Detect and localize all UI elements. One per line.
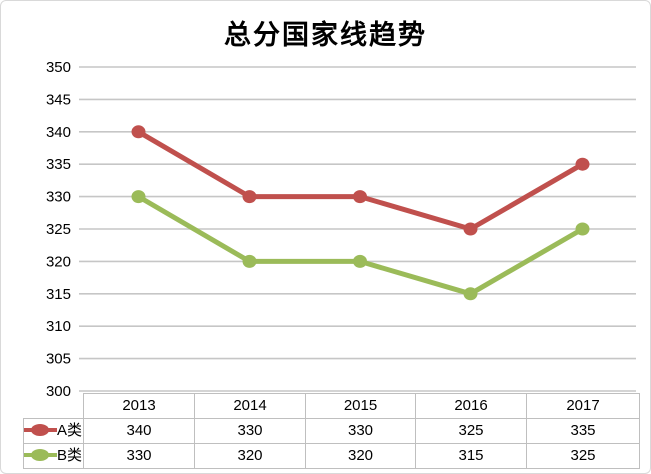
table-header-row: 2013 2014 2015 2016 2017: [24, 393, 640, 419]
legend-key-icon: [24, 448, 57, 462]
year-header-cell: 2014: [194, 393, 306, 419]
table-row-B类: B类 330 320 320 315 325: [23, 443, 640, 470]
series-name-cell: B类: [23, 443, 84, 470]
y-axis-tick-label: 340: [46, 124, 71, 141]
data-point-marker-B类: [575, 222, 590, 236]
year-header-cell: 2017: [526, 393, 640, 419]
data-point-marker-B类: [353, 254, 367, 268]
value-cell-B类: 315: [415, 443, 527, 470]
value-cell-A类: 330: [305, 417, 416, 445]
y-axis-tick-label: 310: [46, 318, 71, 335]
data-point-marker-A类: [353, 190, 367, 204]
plot-area: 350 345 340 335 330 325 320 315 310 305 300: [46, 59, 636, 400]
data-point-marker-A类: [463, 222, 478, 236]
series-line-B类: [136, 194, 585, 297]
chart-title: 总分国家线趋势: [224, 20, 427, 50]
legend-dot-icon: [31, 424, 49, 437]
value-cell-B类: 320: [194, 443, 306, 470]
data-point-marker-A类: [575, 157, 590, 171]
y-axis-tick-label: 330: [46, 189, 71, 206]
legend-key-icon: [24, 423, 57, 437]
year-header-cell: 2016: [415, 393, 527, 419]
series-name-label: B类: [57, 447, 83, 465]
legend-dot-icon: [31, 449, 49, 462]
y-axis-tick-label: 300: [46, 383, 71, 400]
value-cell-A类: 340: [83, 417, 195, 445]
y-axis-tick-label: 345: [46, 91, 71, 108]
data-point-marker-B类: [242, 254, 257, 268]
series-name-label: A类: [57, 422, 83, 440]
value-cell-A类: 325: [415, 417, 527, 445]
series-name-cell: A类: [23, 417, 84, 445]
y-axis-tick-label: 305: [46, 351, 71, 368]
data-point-marker-B类: [131, 190, 146, 204]
data-point-marker-A类: [242, 190, 257, 204]
data-point-marker-B类: [463, 287, 478, 301]
y-axis-tick-label: 325: [46, 221, 71, 238]
data-table: 2013 2014 2015 2016 2017 A类 340 330 330 325 335 B类 3…: [23, 393, 640, 470]
value-cell-A类: 335: [526, 417, 640, 445]
value-cell-B类: 320: [305, 443, 416, 470]
y-axis-tick-label: 335: [46, 156, 71, 173]
y-axis-tick-label: 350: [46, 59, 71, 76]
year-header-cell: 2013: [83, 393, 195, 419]
table-row-A类: A类 340 330 330 325 335: [23, 417, 640, 445]
year-header-cell: 2015: [305, 393, 416, 419]
series-line-A类: [136, 129, 585, 232]
value-cell-B类: 330: [83, 443, 195, 470]
y-axis-tick-label: 320: [46, 253, 71, 270]
y-axis-tick-label: 315: [46, 286, 71, 303]
value-cell-A类: 330: [194, 417, 306, 445]
data-point-marker-A类: [131, 125, 146, 139]
table-corner-cell: [24, 394, 84, 419]
value-cell-B类: 325: [526, 443, 640, 470]
